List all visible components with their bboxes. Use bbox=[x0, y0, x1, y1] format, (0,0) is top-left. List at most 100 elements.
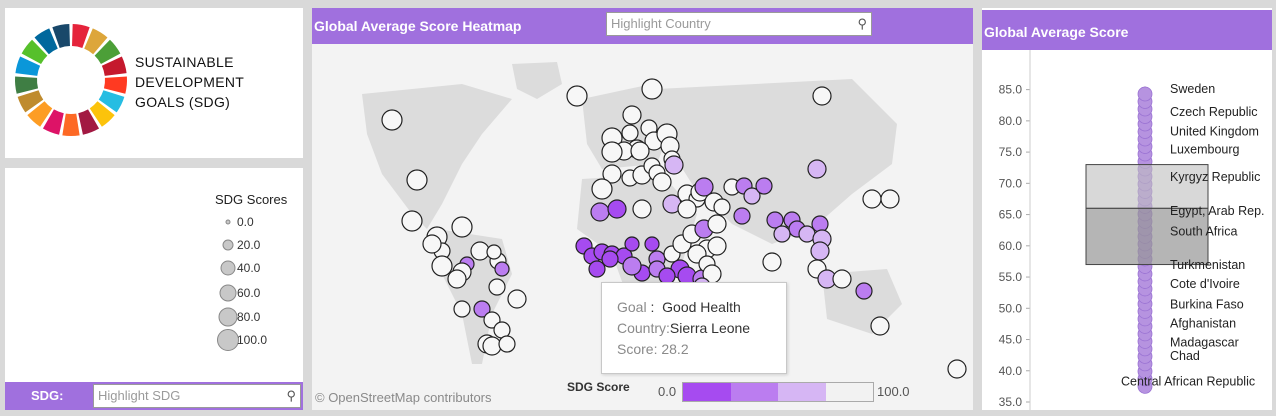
country-search-input[interactable]: Highlight Country ⚲ bbox=[606, 12, 872, 36]
country-point[interactable] bbox=[447, 269, 467, 289]
country-point[interactable] bbox=[733, 207, 751, 225]
country-point[interactable] bbox=[422, 234, 442, 254]
sdg-wheel-icon bbox=[15, 24, 128, 136]
country-point[interactable] bbox=[494, 261, 510, 277]
country-point[interactable] bbox=[624, 236, 640, 252]
box-lower[interactable] bbox=[1085, 207, 1209, 266]
country-point[interactable] bbox=[832, 269, 852, 289]
country-label: Central African Republic bbox=[1121, 374, 1255, 388]
country-point[interactable] bbox=[602, 164, 622, 184]
y-tick-label: 50.0 bbox=[999, 301, 1023, 315]
country-point[interactable] bbox=[482, 336, 502, 356]
country-point[interactable] bbox=[632, 199, 652, 219]
tooltip-goal-value: Good Health bbox=[662, 299, 741, 315]
average-score-title: Global Average Score bbox=[984, 24, 1129, 40]
country-point[interactable] bbox=[755, 177, 773, 195]
size-legend-value: 60.0 bbox=[237, 286, 261, 300]
size-legend bbox=[217, 219, 239, 351]
country-point[interactable] bbox=[591, 178, 613, 200]
average-score-header: Global Average Score bbox=[982, 10, 1272, 50]
score-legend-swatch bbox=[730, 383, 778, 401]
score-legend-max: 100.0 bbox=[877, 384, 910, 399]
sdg-search-input[interactable]: Highlight SDG ⚲ bbox=[93, 384, 301, 408]
country-point[interactable] bbox=[773, 225, 791, 243]
sdg-wheel-segment bbox=[34, 28, 58, 55]
search-icon[interactable]: ⚲ bbox=[286, 388, 296, 403]
y-tick-label: 55.0 bbox=[999, 270, 1023, 284]
average-score-panel: Global Average Score 85.0 80.0 75.0 70.0 65.… bbox=[982, 8, 1272, 410]
country-point[interactable] bbox=[453, 300, 471, 318]
country-point[interactable] bbox=[406, 169, 428, 191]
sdg-wheel-segment bbox=[103, 76, 128, 94]
country-point[interactable] bbox=[601, 141, 623, 163]
average-score-chart[interactable]: 85.0 80.0 75.0 70.0 65.0 60.0 55.0 50.0 45.0 40.0… bbox=[982, 50, 1272, 410]
heatmap-title: Global Average Score Heatmap bbox=[314, 18, 522, 34]
sdg-wheel-segment bbox=[89, 101, 115, 127]
country-point[interactable] bbox=[862, 189, 882, 209]
legend-circle bbox=[220, 260, 236, 276]
box-upper[interactable] bbox=[1085, 164, 1209, 209]
north-america-landmass bbox=[362, 84, 512, 229]
score-legend-min: 0.0 bbox=[658, 384, 677, 399]
country-point[interactable] bbox=[381, 109, 403, 131]
country-point[interactable] bbox=[652, 172, 672, 192]
y-tick-label: 80.0 bbox=[999, 114, 1023, 128]
country-point[interactable] bbox=[486, 244, 502, 260]
country-point[interactable] bbox=[810, 241, 830, 261]
country-point[interactable] bbox=[880, 189, 900, 209]
country-point[interactable] bbox=[664, 155, 684, 175]
country-point[interactable] bbox=[707, 236, 727, 256]
country-point[interactable] bbox=[590, 202, 610, 222]
score-point[interactable] bbox=[1137, 86, 1153, 102]
country-point[interactable] bbox=[677, 199, 697, 219]
country-point[interactable] bbox=[641, 78, 663, 100]
country-point[interactable] bbox=[713, 198, 731, 216]
country-point[interactable] bbox=[762, 252, 782, 272]
y-tick-label: 40.0 bbox=[999, 364, 1023, 378]
country-point[interactable] bbox=[473, 300, 491, 318]
map-attribution[interactable]: © OpenStreetMap contributors bbox=[315, 390, 492, 405]
y-tick-label: 65.0 bbox=[999, 208, 1023, 222]
country-point[interactable] bbox=[870, 316, 890, 336]
size-legend-panel: SDG Scores 0.0 20.0 40.0 60.0 80.0 100.0… bbox=[5, 168, 303, 410]
country-point[interactable] bbox=[507, 289, 527, 309]
sdg-wheel-segment bbox=[42, 109, 64, 135]
country-point[interactable] bbox=[947, 359, 967, 379]
country-point[interactable] bbox=[811, 215, 829, 233]
country-point[interactable] bbox=[566, 85, 588, 107]
country-point[interactable] bbox=[766, 211, 784, 229]
country-point[interactable] bbox=[807, 159, 827, 179]
sdg-search-placeholder: Highlight SDG bbox=[98, 388, 181, 403]
country-point[interactable] bbox=[431, 255, 453, 277]
country-point[interactable] bbox=[401, 210, 423, 232]
country-point[interactable] bbox=[470, 241, 490, 261]
country-point[interactable] bbox=[621, 124, 639, 142]
country-point[interactable] bbox=[588, 260, 606, 278]
country-point[interactable] bbox=[743, 187, 761, 205]
country-point[interactable] bbox=[694, 177, 714, 197]
country-point[interactable] bbox=[607, 199, 627, 219]
country-point[interactable] bbox=[451, 216, 473, 238]
country-points[interactable] bbox=[381, 78, 967, 379]
country-point[interactable] bbox=[630, 141, 650, 161]
sdg-wheel-segment bbox=[21, 39, 48, 64]
tooltip-country-row: Country:Sierra Leone bbox=[617, 318, 786, 339]
country-point[interactable] bbox=[644, 236, 660, 252]
sdg-wheel-segment bbox=[84, 28, 108, 55]
sdg-wheel-segment bbox=[72, 24, 90, 48]
search-icon[interactable]: ⚲ bbox=[857, 16, 867, 31]
country-point[interactable] bbox=[707, 214, 727, 234]
country-point[interactable] bbox=[498, 335, 516, 353]
country-label: Burkina Faso bbox=[1170, 298, 1244, 312]
sdg-wheel-segment bbox=[52, 24, 70, 48]
size-legend-value: 100.0 bbox=[237, 333, 268, 347]
tooltip-score-value: 28.2 bbox=[661, 341, 689, 357]
country-point[interactable] bbox=[601, 250, 619, 268]
country-point[interactable] bbox=[855, 282, 873, 300]
country-point[interactable] bbox=[488, 278, 506, 296]
sdg-filter-bar: SDG: Highlight SDG ⚲ bbox=[5, 382, 303, 410]
country-point[interactable] bbox=[812, 86, 832, 106]
score-legend-swatch bbox=[778, 383, 826, 401]
country-point[interactable] bbox=[622, 256, 642, 276]
country-point[interactable] bbox=[622, 105, 642, 125]
